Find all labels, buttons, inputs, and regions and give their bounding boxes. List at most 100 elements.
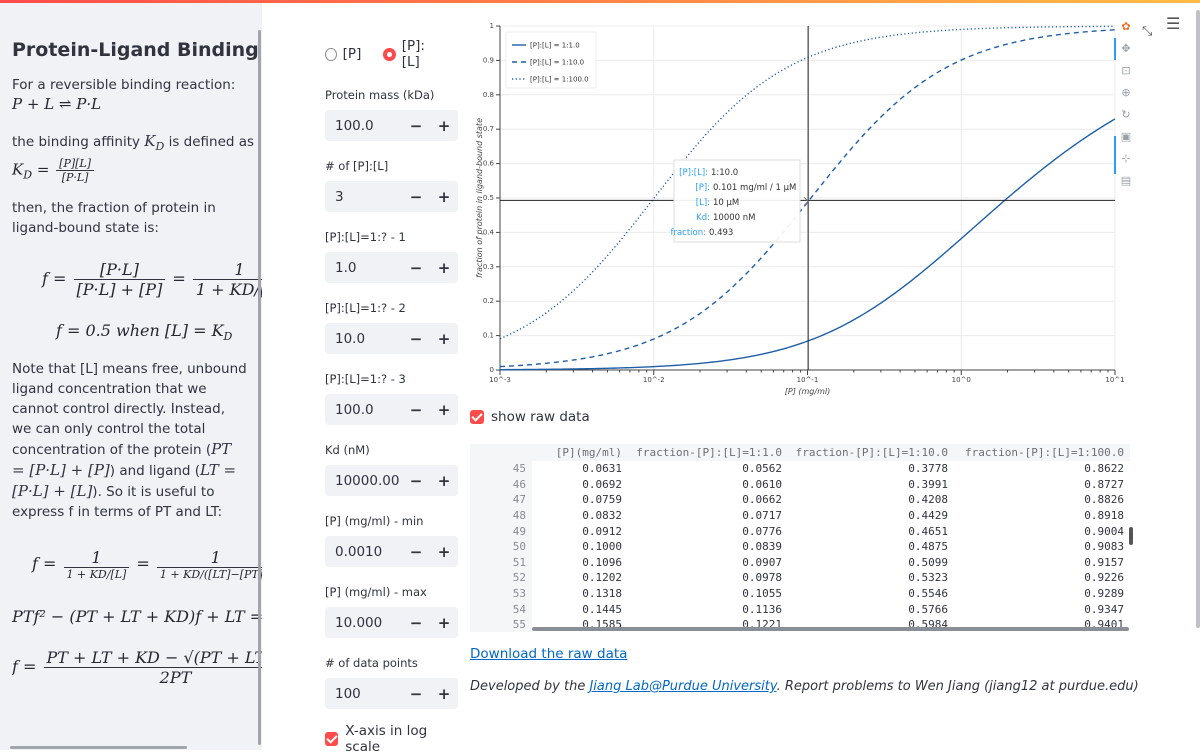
number-input-value[interactable]: 10.0 [335,330,366,347]
show-raw-data-checkbox[interactable] [470,410,484,424]
number-input[interactable]: 100.0 − + [325,394,458,425]
table-column-header[interactable]: fraction-[P]:[L]=1:100.0 [954,444,1130,461]
radio-p-label[interactable]: [P] [342,46,362,62]
decrement-button[interactable]: − [409,400,423,419]
increment-button[interactable]: + [437,400,451,419]
radio-p[interactable] [325,47,337,61]
number-input-value[interactable]: 0.0010 [335,543,383,560]
table-row[interactable]: 49 0.0912 0.0776 0.4651 0.9004 [470,523,1130,539]
radio-pl[interactable] [383,47,396,61]
box-zoom-icon[interactable]: ⊡ [1121,64,1131,77]
decrement-button[interactable]: − [409,684,423,703]
increment-button[interactable]: + [437,613,451,632]
series-line-1[interactable] [499,118,1116,371]
table-row[interactable]: 47 0.0759 0.0662 0.4208 0.8826 [470,492,1130,508]
reset-icon[interactable]: ↻ [1121,108,1131,121]
number-input-value[interactable]: 1.0 [335,259,357,276]
increment-button[interactable]: + [437,329,451,348]
sidebar-vertical-scrollbar[interactable] [258,30,261,745]
note-text: Note that [L] means free, unbound ligand… [12,361,247,521]
table-cell: 0.1096 [582,555,622,569]
radio-pl-label[interactable]: [P]:[L] [401,38,425,70]
series-line-3[interactable] [499,25,1116,340]
increment-button[interactable]: + [437,542,451,561]
increment-button[interactable]: + [437,187,451,206]
number-input[interactable]: 1.0 − + [325,252,458,283]
table-column-header[interactable]: fraction-[P]:[L]=1:10.0 [788,444,954,461]
increment-button[interactable]: + [437,471,451,490]
table-row[interactable]: 45 0.0631 0.0562 0.3778 0.8622 [470,461,1130,477]
increment-button[interactable]: + [437,684,451,703]
download-raw-data-link[interactable]: Download the raw data [470,646,628,662]
table-row[interactable]: 52 0.1202 0.0978 0.5323 0.9226 [470,570,1130,586]
log-scale-toggle[interactable]: X-axis in log scale [325,723,460,755]
number-input[interactable]: 100 − + [325,678,458,709]
show-raw-data-toggle[interactable]: show raw data [470,409,590,425]
tooltip-value: 10000 nM [713,213,755,223]
decrement-button[interactable]: − [409,471,423,490]
field-label: [P]:[L]=1:? - 2 [325,301,406,315]
number-input[interactable]: 10.000 − + [325,607,458,638]
decrement-button[interactable]: − [409,187,423,206]
jiang-lab-link[interactable]: Jiang Lab@Purdue University [589,679,777,694]
table-row[interactable]: 46 0.0692 0.0610 0.3991 0.8727 [470,476,1130,493]
decrement-button[interactable]: − [409,258,423,277]
crosshair-icon[interactable]: ⊹ [1121,152,1131,165]
number-input[interactable]: 100.0 − + [325,110,458,141]
decrement-button[interactable]: − [409,329,423,348]
half-saturation-equation: f = 0.5 when [L] = KD [56,321,233,344]
menu-icon[interactable]: ☰ [1166,14,1181,33]
table-row[interactable]: 48 0.0832 0.0717 0.4429 0.8918 [470,507,1130,524]
table-cell: 50 [470,538,532,555]
show-raw-data-label[interactable]: show raw data [491,409,590,425]
table-column-header[interactable]: fraction-[P]:[L]=1:1.0 [628,444,788,461]
binding-curve-chart[interactable]: 0 0.1 0.2 0.3 0.4 0.5 0.6 0.7 0.8 0.9 1 10^-3 10^-2 1… [470,18,1130,398]
field-8: # of data points 100 − + [325,652,460,709]
number-input[interactable]: 3 − + [325,181,458,212]
number-input-value[interactable]: 10000.00 [335,472,400,489]
number-input[interactable]: 0.0010 − + [325,536,458,567]
legend-label[interactable]: [P]:[L] = 1:10.0 [530,59,584,67]
table-row[interactable]: 54 0.1445 0.1136 0.5766 0.9347 [470,601,1130,617]
decrement-button[interactable]: − [409,116,423,135]
expand-icon[interactable]: ⤡ [1142,24,1153,39]
sidebar-horizontal-scrollbar[interactable] [10,746,187,749]
number-input[interactable]: 10.0 − + [325,323,458,354]
table-row[interactable]: 50 0.1000 0.0839 0.4875 0.9083 [470,538,1130,555]
tooltip-key: [P]:[L]: [679,168,708,178]
main-vertical-scrollbar[interactable] [1196,10,1200,628]
y-tick-label: 0.1 [483,332,494,340]
decrement-button[interactable]: − [409,542,423,561]
table-column-header[interactable]: [P](mg/ml) [532,444,628,461]
number-input-value[interactable]: 3 [335,188,344,205]
kd-equation: KD = [P][L] [P·L] [12,157,262,184]
table-column-header[interactable] [470,444,532,461]
table-cell: 0.0610 [742,477,782,491]
field-label: [P] (mg/ml) - min [325,514,424,528]
table-vertical-scrollbar[interactable] [1129,527,1133,545]
wheel-zoom-icon[interactable]: ⊕ [1121,86,1131,99]
legend-label[interactable]: [P]:[L] = 1:100.0 [530,76,589,84]
hover-icon[interactable]: ▤ [1120,174,1132,187]
number-input-value[interactable]: 100.0 [335,401,374,418]
decrement-button[interactable]: − [409,613,423,632]
number-input-value[interactable]: 10.000 [335,614,383,631]
series-line-2[interactable] [499,29,1116,368]
increment-button[interactable]: + [437,116,451,135]
table-cell: 0.3991 [908,477,948,491]
log-scale-checkbox[interactable] [325,732,339,746]
table-row[interactable]: 53 0.1318 0.1055 0.5546 0.9289 [470,585,1130,602]
save-icon[interactable]: ▣ [1120,130,1132,143]
number-input-value[interactable]: 100.0 [335,117,374,134]
raw-data-table[interactable]: [P](mg/ml) fraction-[P]:[L]=1:1.0 fraction… [470,444,1134,632]
sidebar: Protein-Ligand Binding For a reversible … [0,3,262,750]
number-input[interactable]: 10000.00− + [325,465,458,496]
number-input-value[interactable]: 100 [335,685,361,702]
increment-button[interactable]: + [437,258,451,277]
log-scale-label[interactable]: X-axis in log scale [345,723,428,755]
tooltip-key: [L]: [696,198,710,208]
table-row[interactable]: 51 0.1096 0.0907 0.5099 0.9157 [470,554,1130,571]
legend-label[interactable]: [P]:[L] = 1:1.0 [530,42,580,50]
pan-icon[interactable]: ✥ [1121,42,1131,55]
table-horizontal-scrollbar[interactable] [532,627,1129,631]
